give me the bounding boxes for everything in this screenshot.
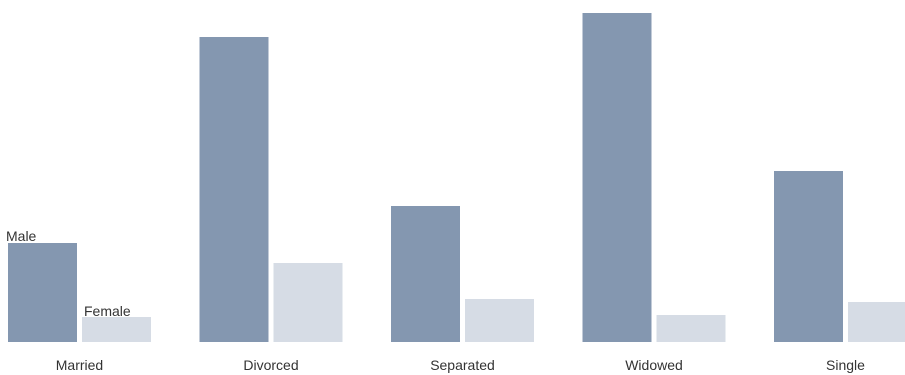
bar-female-separated — [465, 299, 534, 342]
bar-male-married — [8, 243, 77, 342]
category-label-single: Single — [826, 357, 865, 373]
bar-female-married — [82, 317, 151, 342]
bar-male-widowed — [582, 13, 652, 342]
category-label-separated: Separated — [430, 357, 495, 373]
bar-female-divorced — [273, 263, 343, 342]
bar-male-divorced — [199, 37, 269, 342]
bar-female-widowed — [656, 315, 726, 342]
category-label-divorced: Divorced — [243, 357, 298, 373]
bar-female-single — [848, 302, 905, 342]
bar-male-separated — [391, 206, 460, 342]
category-label-married: Married — [56, 357, 103, 373]
category-labels-group: Married Divorced Separated Widowed Single — [56, 357, 865, 373]
series-label-female: Female — [84, 303, 131, 319]
series-label-male: Male — [6, 228, 37, 244]
bars-group — [8, 13, 905, 342]
bar-male-single — [774, 171, 843, 342]
category-label-widowed: Widowed — [625, 357, 683, 373]
